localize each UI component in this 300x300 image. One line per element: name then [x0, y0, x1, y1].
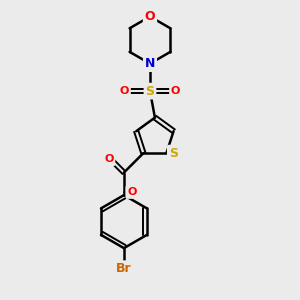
Text: O: O [104, 154, 114, 164]
Text: O: O [145, 10, 155, 23]
Text: Br: Br [116, 262, 132, 275]
Text: O: O [120, 86, 129, 96]
Text: S: S [146, 85, 154, 98]
Text: S: S [169, 147, 178, 160]
Text: O: O [127, 187, 136, 197]
Text: O: O [171, 86, 180, 96]
Text: N: N [145, 57, 155, 70]
